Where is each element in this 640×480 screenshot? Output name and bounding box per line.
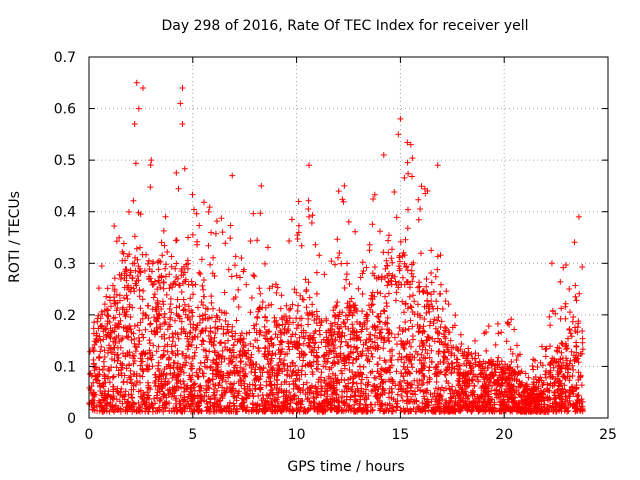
plot-frame xyxy=(88,56,609,419)
y-tick-label: 0.7 xyxy=(54,50,76,66)
peak-point xyxy=(395,131,402,138)
x-tick-label: 0 xyxy=(85,427,94,443)
peak-point xyxy=(131,121,138,128)
peak-point xyxy=(380,151,387,158)
y-tick-label: 0.5 xyxy=(54,153,76,169)
x-tick-label: 10 xyxy=(288,427,306,443)
peak-point xyxy=(179,84,186,91)
peak-point xyxy=(548,260,555,267)
chart-title: Day 298 of 2016, Rate Of TEC Index for r… xyxy=(161,18,528,34)
peak-point xyxy=(133,79,140,86)
peak-point xyxy=(306,213,313,220)
axis-ticks: 0 5 10 15 20 25 0 0.1 0.2 0.3 0.4 0.5 0.6 0.7 xyxy=(54,50,617,443)
peak-point xyxy=(575,213,582,220)
roti-points xyxy=(86,139,586,415)
peak-point xyxy=(229,172,236,179)
peak-point xyxy=(177,100,184,107)
y-tick-label: 0.1 xyxy=(54,359,76,375)
x-tick-label: 15 xyxy=(391,427,409,443)
peak-point xyxy=(258,182,265,189)
y-tick-label: 0.4 xyxy=(54,205,76,221)
peak-point xyxy=(179,121,186,128)
x-tick-label: 20 xyxy=(495,427,513,443)
y-axis-label: ROTI / TECUs xyxy=(7,191,23,283)
y-tick-label: 0.6 xyxy=(54,102,76,118)
x-tick-label: 5 xyxy=(188,427,197,443)
peak-point xyxy=(397,115,404,122)
y-tick-label: 0 xyxy=(67,411,76,427)
y-tick-label: 0.3 xyxy=(54,256,76,272)
data-points xyxy=(86,79,586,415)
peak-point xyxy=(341,182,348,189)
peak-point xyxy=(434,162,441,169)
peak-point xyxy=(139,84,146,91)
peak-point xyxy=(148,157,155,164)
x-tick-label: 25 xyxy=(599,427,617,443)
x-axis-label: GPS time / hours xyxy=(287,459,404,475)
peak-point xyxy=(306,162,313,169)
y-tick-label: 0.2 xyxy=(54,308,76,324)
peak-point xyxy=(407,141,414,148)
peak-point xyxy=(135,105,142,112)
